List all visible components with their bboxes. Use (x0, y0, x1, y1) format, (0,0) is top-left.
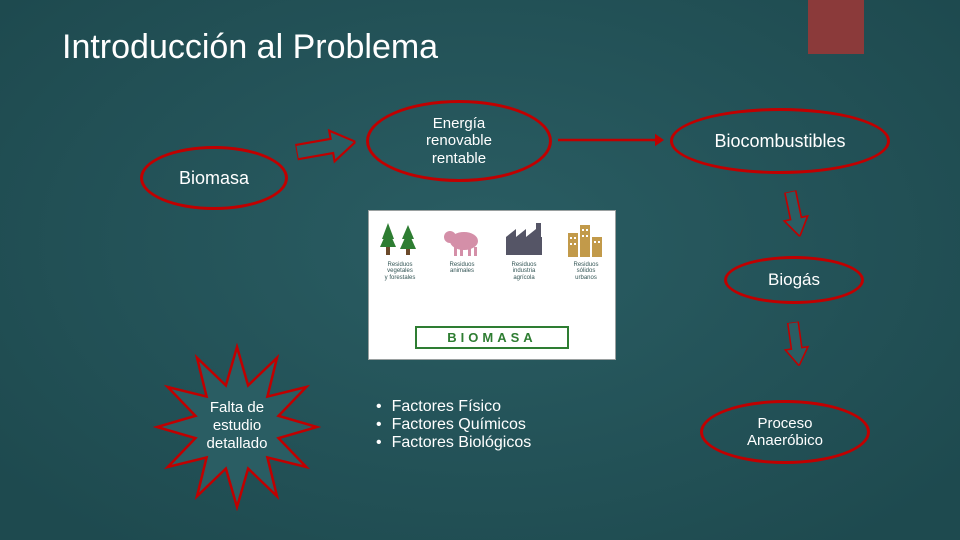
biomass-col-3: Residuossólidosurbanos (561, 219, 611, 281)
accent-bar (808, 0, 864, 54)
node-energia: Energíarenovablerentable (366, 100, 552, 182)
page-title: Introducción al Problema (62, 28, 438, 67)
node-proceso-label: ProcesoAnaeróbico (747, 415, 823, 450)
biomass-col-2-caption: Residuosindustriaagrícola (499, 262, 549, 282)
biomass-panel: Residuosvegetalesy forestales Residuosan… (368, 210, 616, 360)
arrow-biocombustibles-biogas (763, 186, 827, 243)
biomass-col-2: Residuosindustriaagrícola (499, 219, 549, 281)
node-energia-label: Energíarenovablerentable (426, 115, 492, 167)
arrow-energia-biocombustibles (546, 128, 676, 152)
arrow-biomasa-energia (293, 122, 359, 172)
factors-box: Factores Físico Factores Químicos Factor… (376, 398, 626, 452)
biomass-label-text: BIOMASA (415, 326, 568, 349)
animal-icon (440, 219, 484, 259)
node-proceso: ProcesoAnaeróbico (700, 400, 870, 464)
biomass-col-1: Residuosanimales (437, 219, 487, 275)
factor-item-0: Factores Físico (376, 398, 626, 416)
starburst (153, 343, 321, 511)
trees-icon (378, 219, 422, 259)
factor-item-1: Factores Químicos (376, 416, 626, 434)
node-biocombustibles: Biocombustibles (670, 108, 890, 174)
biomass-label: BIOMASA (369, 326, 615, 349)
city-icon (564, 219, 608, 259)
biomass-col-3-caption: Residuossólidosurbanos (561, 262, 611, 282)
biomass-col-0: Residuosvegetalesy forestales (375, 219, 425, 281)
node-biogas: Biogás (724, 256, 864, 304)
node-biocombustibles-label: Biocombustibles (714, 131, 845, 152)
node-biogas-label: Biogás (768, 270, 820, 290)
slide: Introducción al Problema Biomasa Energía… (0, 0, 960, 540)
factory-icon (502, 219, 546, 259)
node-biomasa: Biomasa (140, 146, 288, 210)
node-biomasa-label: Biomasa (179, 168, 249, 189)
biomass-col-1-caption: Residuosanimales (437, 262, 487, 275)
factor-item-2: Factores Biológicos (376, 434, 626, 452)
arrow-biogas-proceso (765, 318, 827, 369)
biomass-col-0-caption: Residuosvegetalesy forestales (375, 262, 425, 282)
